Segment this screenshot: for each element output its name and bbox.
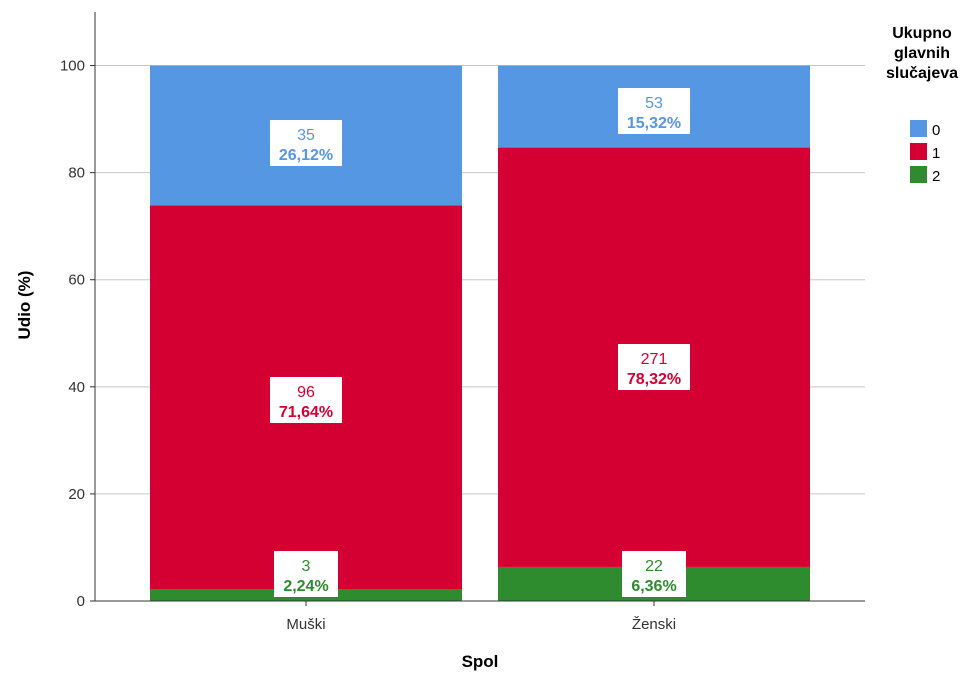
legend-swatch bbox=[910, 143, 927, 160]
x-axis-title: Spol bbox=[462, 652, 499, 671]
y-tick-label: 0 bbox=[77, 593, 85, 610]
data-label-percent: 2,24% bbox=[283, 578, 328, 595]
y-tick-label: 60 bbox=[68, 272, 85, 289]
y-tick-label: 20 bbox=[68, 486, 85, 503]
data-label-percent: 15,32% bbox=[627, 115, 681, 132]
y-axis-title: Udio (%) bbox=[15, 271, 34, 340]
legend: Ukupno glavnih slučajeva 0 1 2 bbox=[886, 25, 958, 185]
legend-label: 2 bbox=[932, 168, 940, 185]
x-tick-label: Muški bbox=[286, 616, 325, 633]
y-tick-label: 40 bbox=[68, 379, 85, 396]
data-label-percent: 71,64% bbox=[279, 404, 333, 421]
x-tick-label: Ženski bbox=[632, 616, 676, 633]
data-label-box bbox=[618, 344, 690, 390]
legend-label: 0 bbox=[932, 122, 940, 139]
data-label-percent: 26,12% bbox=[279, 147, 333, 164]
data-label-count: 271 bbox=[641, 351, 668, 368]
data-label-box bbox=[274, 551, 338, 597]
y-tick-labels: 0 20 40 60 80 100 bbox=[60, 58, 95, 610]
legend-label: 1 bbox=[932, 145, 940, 162]
data-labels: 3 2,24% 22 6,36% 96 71,64% 271 78,32% 35 26,12% 53… bbox=[270, 88, 690, 597]
x-tick-labels: Muški Ženski bbox=[286, 601, 676, 633]
legend-title: Ukupno glavnih slučajeva bbox=[886, 25, 958, 82]
data-label-box bbox=[270, 377, 342, 423]
legend-title-line: slučajeva bbox=[886, 65, 958, 82]
legend-items: 0 1 2 bbox=[910, 120, 940, 185]
legend-swatch bbox=[910, 166, 927, 183]
axes bbox=[94, 12, 865, 602]
data-label-count: 35 bbox=[297, 127, 315, 144]
data-label-box bbox=[622, 551, 686, 597]
bars bbox=[150, 65, 810, 601]
data-label-percent: 6,36% bbox=[631, 578, 676, 595]
data-label-box bbox=[270, 120, 342, 166]
data-label-box bbox=[618, 88, 690, 134]
data-label-count: 96 bbox=[297, 384, 315, 401]
legend-title-line: glavnih bbox=[894, 45, 950, 62]
y-tick-label: 80 bbox=[68, 165, 85, 182]
data-label-count: 22 bbox=[645, 558, 663, 575]
data-label-count: 53 bbox=[645, 95, 663, 112]
data-label-percent: 78,32% bbox=[627, 371, 681, 388]
legend-swatch bbox=[910, 120, 927, 137]
legend-title-line: Ukupno bbox=[892, 25, 952, 42]
y-tick-label: 100 bbox=[60, 58, 85, 75]
data-label-count: 3 bbox=[302, 558, 311, 575]
